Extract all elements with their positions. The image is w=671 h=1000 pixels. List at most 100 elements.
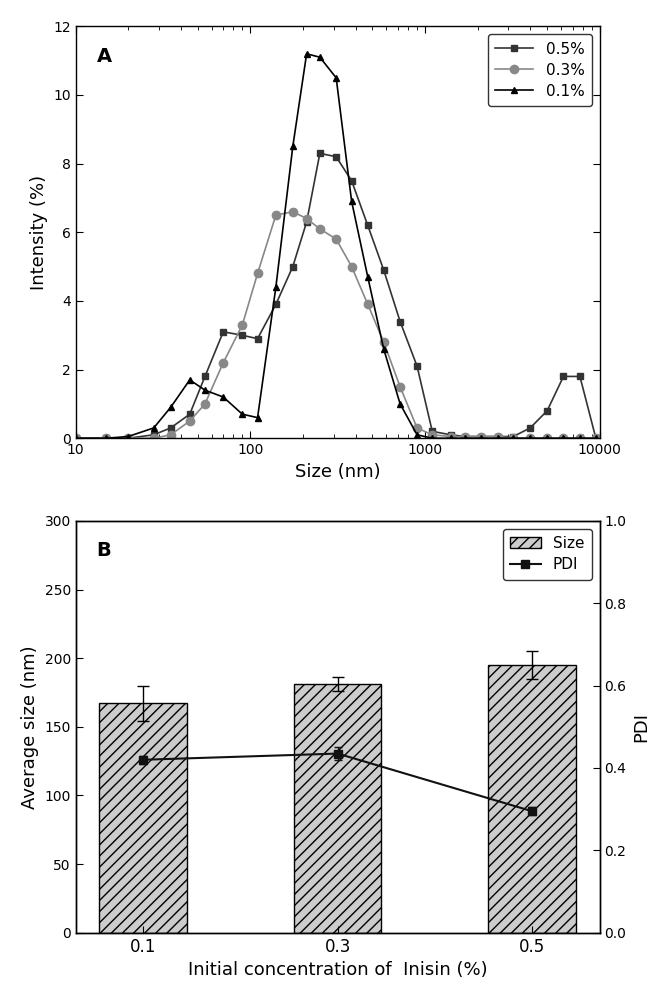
0.1% xyxy=(103,432,111,444)
0.3% xyxy=(103,432,111,444)
Bar xyxy=(294,684,381,933)
0.3% xyxy=(428,429,436,441)
0.3% xyxy=(526,432,534,444)
0.1% xyxy=(72,432,80,444)
0.3% xyxy=(219,357,227,369)
0.1% xyxy=(332,72,340,84)
0.1% xyxy=(316,51,324,63)
0.5% xyxy=(380,264,388,276)
0.5% xyxy=(238,329,246,341)
0.1% xyxy=(576,432,584,444)
0.3% xyxy=(396,381,404,393)
0.3% xyxy=(380,336,388,348)
0.3% xyxy=(592,432,600,444)
0.1% xyxy=(254,412,262,424)
0.5% xyxy=(150,429,158,441)
0.5% xyxy=(332,151,340,163)
X-axis label: Size (nm): Size (nm) xyxy=(295,463,380,481)
0.5% xyxy=(103,432,111,444)
Bar xyxy=(488,665,576,933)
0.5% xyxy=(303,216,311,228)
0.5% xyxy=(543,405,551,417)
X-axis label: Initial concentration of  Inisin (%): Initial concentration of Inisin (%) xyxy=(188,961,488,979)
0.3% xyxy=(543,432,551,444)
0.1% xyxy=(592,432,600,444)
Text: A: A xyxy=(97,47,111,66)
0.3% xyxy=(576,432,584,444)
Text: B: B xyxy=(97,541,111,560)
0.5% xyxy=(509,431,517,443)
0.5% xyxy=(316,147,324,159)
0.3% xyxy=(272,209,280,221)
0.1% xyxy=(272,281,280,293)
0.5% xyxy=(461,431,469,443)
0.5% xyxy=(272,298,280,310)
0.1% xyxy=(201,384,209,396)
0.1% xyxy=(348,195,356,207)
0.5% xyxy=(413,360,421,372)
0.3% xyxy=(186,415,194,427)
Legend: Size, PDI: Size, PDI xyxy=(503,529,592,580)
0.3% xyxy=(289,206,297,218)
0.1% xyxy=(413,429,421,441)
0.5% xyxy=(526,422,534,434)
0.3% xyxy=(254,267,262,279)
0.1% xyxy=(166,401,174,413)
0.1% xyxy=(124,431,132,443)
0.3% xyxy=(477,431,485,443)
0.3% xyxy=(201,398,209,410)
0.3% xyxy=(166,429,174,441)
Bar xyxy=(99,703,187,933)
0.5% xyxy=(592,432,600,444)
0.3% xyxy=(316,223,324,235)
0.3% xyxy=(413,422,421,434)
0.5% xyxy=(428,425,436,437)
0.1% xyxy=(186,374,194,386)
0.5% xyxy=(72,432,80,444)
0.3% xyxy=(124,432,132,444)
Y-axis label: PDI: PDI xyxy=(632,712,650,742)
0.3% xyxy=(560,432,568,444)
0.1% xyxy=(150,422,158,434)
0.5% xyxy=(576,370,584,382)
0.1% xyxy=(219,391,227,403)
0.3% xyxy=(72,432,80,444)
Y-axis label: Average size (nm): Average size (nm) xyxy=(21,645,39,809)
0.1% xyxy=(509,432,517,444)
0.5% xyxy=(446,429,454,441)
Y-axis label: Intensity (%): Intensity (%) xyxy=(30,175,48,290)
0.5% xyxy=(364,219,372,231)
0.3% xyxy=(238,319,246,331)
0.5% xyxy=(166,422,174,434)
0.3% xyxy=(446,431,454,443)
0.5% xyxy=(348,175,356,187)
Line: 0.5%: 0.5% xyxy=(72,150,599,442)
0.5% xyxy=(289,261,297,273)
Legend: 0.5%, 0.3%, 0.1%: 0.5%, 0.3%, 0.1% xyxy=(488,34,592,106)
Line: 0.1%: 0.1% xyxy=(72,50,599,442)
0.1% xyxy=(543,432,551,444)
0.5% xyxy=(396,316,404,328)
0.3% xyxy=(509,432,517,444)
0.3% xyxy=(332,233,340,245)
0.1% xyxy=(428,432,436,444)
0.3% xyxy=(364,298,372,310)
0.5% xyxy=(124,432,132,444)
0.1% xyxy=(238,408,246,420)
0.5% xyxy=(219,326,227,338)
0.1% xyxy=(303,48,311,60)
0.3% xyxy=(348,261,356,273)
0.3% xyxy=(150,432,158,444)
0.1% xyxy=(526,432,534,444)
0.5% xyxy=(493,431,501,443)
0.3% xyxy=(303,213,311,225)
0.3% xyxy=(493,431,501,443)
0.5% xyxy=(201,370,209,382)
0.1% xyxy=(493,432,501,444)
0.1% xyxy=(364,271,372,283)
0.5% xyxy=(477,431,485,443)
0.1% xyxy=(380,343,388,355)
0.3% xyxy=(461,431,469,443)
0.1% xyxy=(560,432,568,444)
0.1% xyxy=(446,432,454,444)
